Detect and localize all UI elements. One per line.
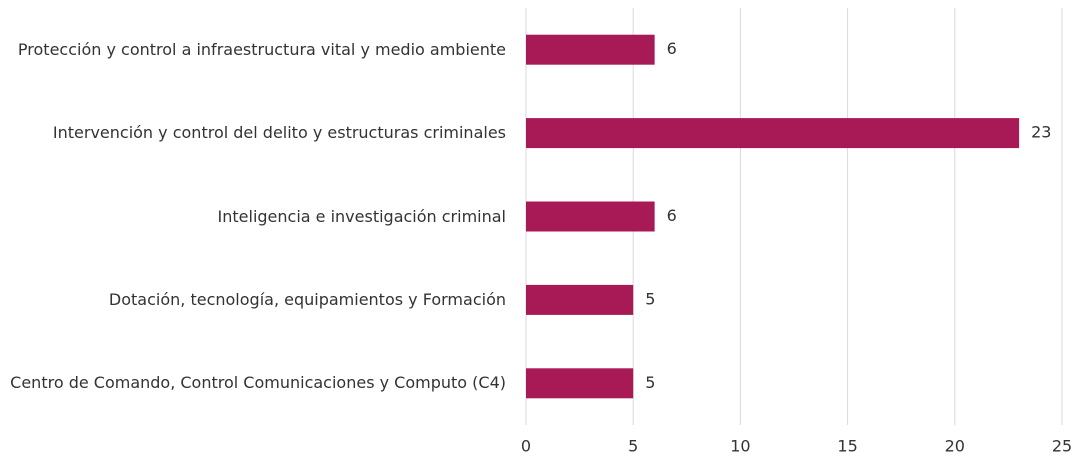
- x-tick-label: 0: [521, 437, 531, 456]
- data-label: 5: [645, 289, 655, 308]
- bar: [526, 118, 1020, 149]
- data-label: 5: [645, 373, 655, 392]
- category-text: Inteligencia e investigación criminal: [217, 206, 506, 226]
- data-label: 23: [1031, 123, 1051, 142]
- category-text: Centro de Comando, Control Comunicacione…: [10, 373, 506, 393]
- category-label: Inteligencia e investigación criminal: [6, 182, 506, 252]
- bar: [526, 201, 655, 232]
- data-label: 6: [667, 206, 677, 225]
- bar: [526, 368, 634, 399]
- category-text: Dotación, tecnología, equipamientos y Fo…: [108, 289, 506, 309]
- category-label: Intervención y control del delito y estr…: [6, 98, 506, 168]
- category-label: Centro de Comando, Control Comunicacione…: [6, 348, 506, 418]
- x-tick-label: 10: [730, 437, 750, 456]
- bar: [526, 284, 634, 315]
- x-tick-label: 15: [837, 437, 857, 456]
- bar: [526, 34, 655, 65]
- x-tick-label: 20: [945, 437, 965, 456]
- x-tick-label: 5: [628, 437, 638, 456]
- x-tick-label: 25: [1052, 437, 1072, 456]
- data-label: 6: [667, 39, 677, 58]
- category-text: Protección y control a infraestructura v…: [17, 39, 506, 59]
- category-text: Intervención y control del delito y estr…: [52, 123, 506, 143]
- category-label: Dotación, tecnología, equipamientos y Fo…: [6, 265, 506, 335]
- category-label: Protección y control a infraestructura v…: [6, 15, 506, 85]
